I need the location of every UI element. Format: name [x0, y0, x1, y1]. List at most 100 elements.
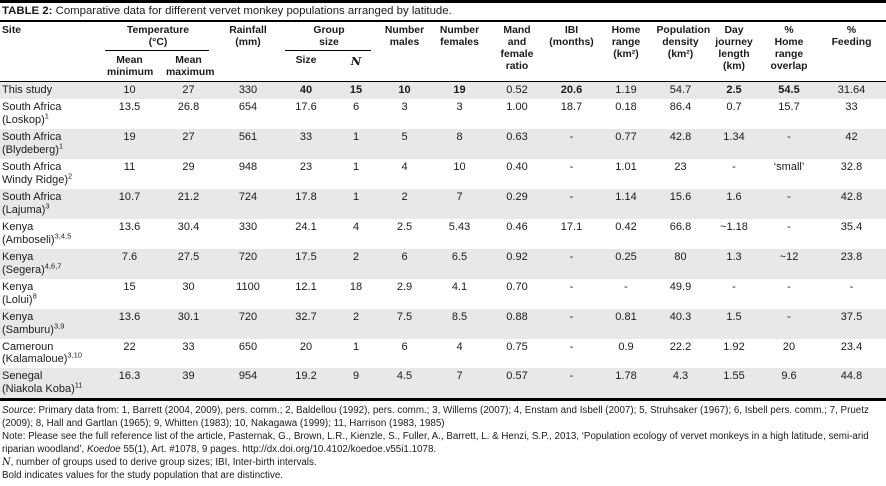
- value-cell: 17.1: [560, 220, 583, 233]
- header-rainfall: Rainfall (mm): [229, 24, 267, 48]
- value-cell: 330: [238, 220, 258, 233]
- table-row: Kenya (Segera)4,6,7 7.6 27.5 720 17.5 2 6 6.5 0.9…: [0, 248, 886, 279]
- value-cell: 4.3: [672, 370, 689, 383]
- value-cell: 4.1: [451, 280, 468, 293]
- value-cell: 6: [352, 101, 360, 114]
- value-cell: 6: [401, 250, 408, 263]
- value-cell: 1.01: [615, 160, 637, 173]
- value-cell: ~1.18: [720, 220, 748, 233]
- value-cell: 8: [456, 130, 463, 143]
- value-cell: 18.7: [560, 101, 583, 114]
- value-cell: 20: [782, 340, 796, 353]
- table-row: This study 10 27 330 40 15 10 19 0.52 20.6 1.19 54.…: [0, 81, 886, 100]
- value-cell: 0.88: [506, 310, 528, 323]
- value-cell: 1.55: [723, 370, 745, 383]
- header-site: Site: [2, 24, 22, 36]
- site-reference-superscript: 11: [74, 380, 83, 390]
- value-cell: 13.5: [118, 101, 141, 114]
- value-cell: 20.6: [560, 84, 583, 97]
- value-cell: 54.5: [778, 84, 800, 97]
- value-cell: 23.4: [840, 340, 863, 353]
- table-row: Kenya (Lolui)8 15 30 1100 12.1 18 2.9 4.1 0.70 - - 4…: [0, 279, 886, 309]
- value-cell: 2: [352, 310, 360, 323]
- value-cell: 0.42: [615, 220, 637, 233]
- value-cell: -: [569, 280, 574, 293]
- value-cell: 15.6: [669, 190, 692, 203]
- table-notes: Source: Primary data from: 1, Barrett (2…: [0, 401, 886, 483]
- table-title: TABLE 2: Comparative data for different …: [0, 0, 886, 22]
- table-title-text: Comparative data for different vervet mo…: [52, 5, 452, 17]
- header-feeding: % Feeding: [831, 24, 872, 48]
- value-cell: -: [569, 130, 574, 143]
- value-cell: 0.63: [506, 130, 528, 143]
- value-cell: 0.57: [506, 370, 528, 383]
- table-row: South Africa (Lajuma)3 10.7 21.2 724 17.8 1 2 7 0…: [0, 188, 886, 219]
- value-cell: 654: [238, 101, 258, 114]
- value-cell: 40.3: [669, 310, 692, 323]
- value-cell: 1.19: [615, 84, 637, 97]
- value-cell: 33: [299, 130, 313, 143]
- value-cell: 0.77: [615, 130, 637, 143]
- value-cell: 12.1: [295, 280, 317, 293]
- value-cell: 948: [238, 160, 258, 173]
- value-cell: 22: [123, 340, 136, 353]
- value-cell: 29: [182, 160, 195, 173]
- value-cell: 7.6: [121, 250, 138, 263]
- table-body: This study 10 27 330 40 15 10 19 0.52 20.6 1.19 54.…: [0, 81, 886, 400]
- value-cell: 2.5: [726, 84, 742, 97]
- site-reference-superscript: 1: [58, 141, 64, 151]
- value-cell: 1: [352, 340, 360, 353]
- site-cell: South Africa (Lajuma)3: [2, 190, 62, 216]
- value-cell: 2: [352, 250, 360, 263]
- value-cell: 4.5: [396, 370, 413, 383]
- value-cell: 13.6: [118, 220, 141, 233]
- value-cell: 40: [299, 84, 313, 97]
- header-overlap: % Home range overlap: [770, 24, 808, 72]
- value-cell: 33: [845, 101, 858, 114]
- value-cell: 54.7: [669, 84, 692, 97]
- header-number-males: Number males: [384, 24, 425, 48]
- value-cell: 15.7: [778, 101, 800, 114]
- value-cell: -: [569, 370, 574, 383]
- value-cell: -: [569, 160, 574, 173]
- header-ratio: Mand and female ratio: [500, 24, 534, 72]
- value-cell: 27.5: [177, 250, 200, 263]
- value-cell: 0.46: [506, 220, 528, 233]
- value-cell: 8.5: [451, 310, 468, 323]
- value-cell: ~12: [779, 250, 799, 263]
- value-cell: 10: [453, 160, 466, 173]
- value-cell: 561: [238, 130, 258, 143]
- value-cell: 0.18: [615, 101, 637, 114]
- value-cell: 35.4: [840, 220, 863, 233]
- value-cell: 86.4: [669, 101, 692, 114]
- value-cell: 31.64: [837, 84, 866, 97]
- value-cell: 30: [182, 280, 195, 293]
- site-cell: South Africa Windy Ridge)2: [2, 160, 73, 186]
- value-cell: 7: [456, 190, 463, 203]
- header-home-range: Home range (km²): [611, 24, 641, 60]
- site-reference-superscript: 3: [45, 201, 50, 211]
- table-row: Kenya (Amboseli)3,4,5 13.6 30.4 330 24.1 4 2.5 5…: [0, 219, 886, 249]
- value-cell: 32.8: [840, 160, 863, 173]
- value-cell: 10: [398, 84, 411, 97]
- note-line: Source: Primary data from: 1, Barrett (2…: [2, 405, 869, 430]
- header-mean-maximum: Mean maximum: [166, 54, 215, 78]
- comparative-table: Site Temperature (°C) Rainfall (mm) Grou…: [0, 22, 886, 402]
- site-cell: Senegal (Niakola Koba)11: [2, 370, 83, 396]
- value-cell: 22.2: [669, 340, 692, 353]
- value-cell: 6: [401, 340, 408, 353]
- value-cell: 10.7: [118, 190, 141, 203]
- value-cell: 19: [123, 130, 136, 143]
- value-cell: 1.3: [726, 250, 742, 263]
- value-cell: 44.8: [840, 370, 863, 383]
- value-cell: 954: [238, 370, 258, 383]
- value-cell: -: [787, 280, 791, 293]
- value-cell: 724: [238, 190, 258, 203]
- value-cell: -: [732, 280, 736, 293]
- note-line: Bold indicates values for the study popu…: [2, 470, 284, 481]
- value-cell: -: [787, 130, 791, 143]
- value-cell: 13.6: [118, 310, 141, 323]
- table-row: South Africa Windy Ridge)2 11 29 948 23 1 4 10 0.…: [0, 159, 886, 189]
- value-cell: 42.8: [840, 190, 863, 203]
- header-day-journey: Day journey length (km): [715, 24, 753, 72]
